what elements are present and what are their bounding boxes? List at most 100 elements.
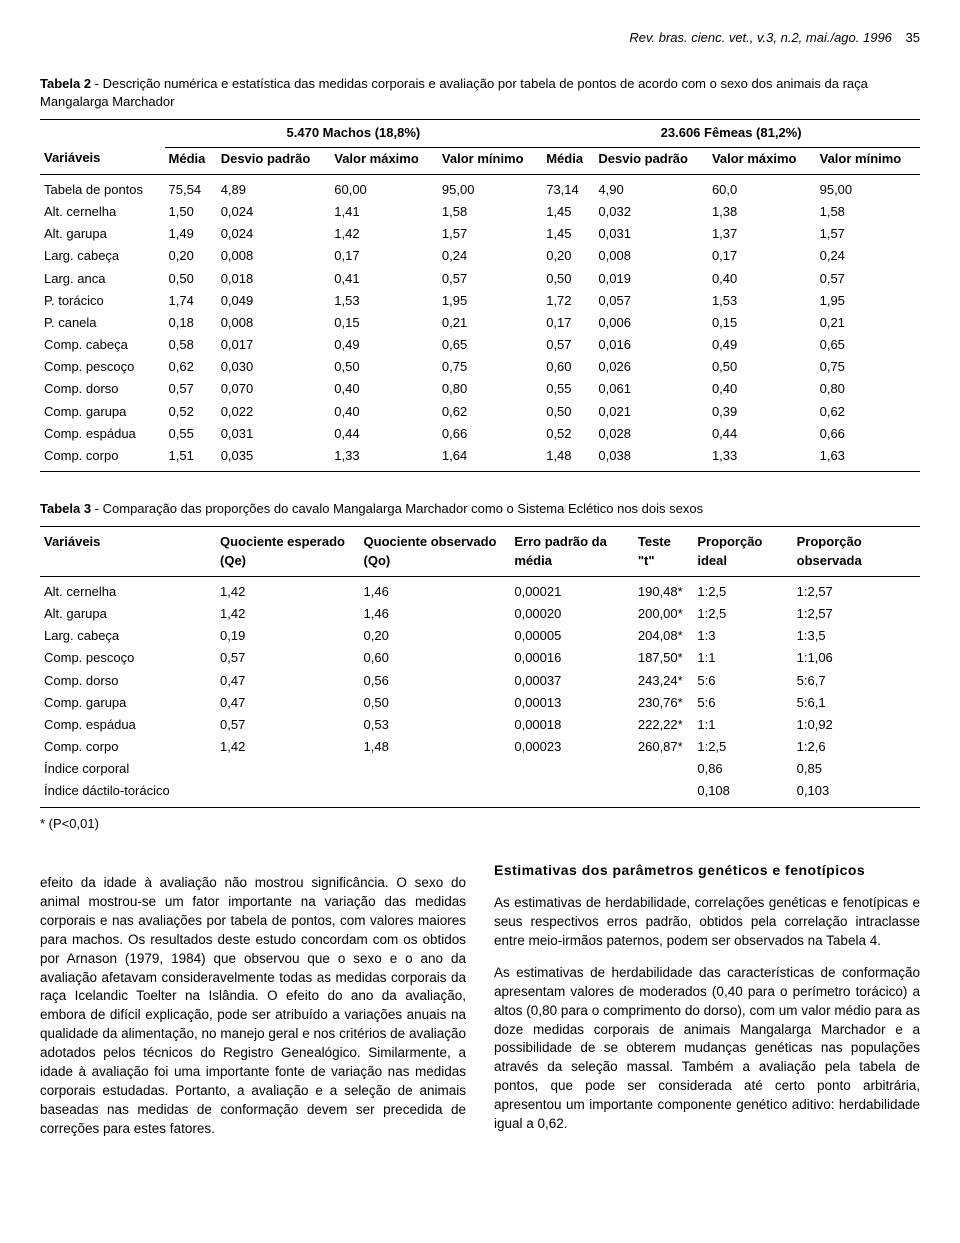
- table-cell: 0,50: [360, 692, 511, 714]
- table-row: Tabela de pontos75,544,8960,0095,0073,14…: [40, 174, 920, 201]
- table-cell: 0,017: [217, 334, 331, 356]
- table-cell: 1,33: [708, 445, 816, 472]
- table-cell: Comp. cabeça: [40, 334, 165, 356]
- table-cell: 60,00: [330, 174, 438, 201]
- table-cell: 0,52: [542, 423, 594, 445]
- table2: 5.470 Machos (18,8%) 23.606 Fêmeas (81,2…: [40, 119, 920, 472]
- table-cell: Larg. cabeça: [40, 625, 216, 647]
- table-cell: 1,46: [360, 576, 511, 603]
- table2-h-min-m: Valor mínimo: [438, 147, 542, 174]
- table-cell: 0,019: [594, 268, 708, 290]
- table2-caption-text: - Descrição numérica e estatística das m…: [40, 76, 868, 109]
- left-paragraph: efeito da idade à avaliação não mostrou …: [40, 874, 466, 1138]
- table-cell: 200,00*: [634, 603, 693, 625]
- table-cell: 0,006: [594, 312, 708, 334]
- table3-h-pi: Proporção ideal: [693, 527, 792, 576]
- table-cell: 1,51: [165, 445, 217, 472]
- right-paragraph-1: As estimativas de herdabilidade, correla…: [494, 894, 920, 951]
- table-cell: 1:2,57: [793, 603, 920, 625]
- table-cell: 0,62: [165, 356, 217, 378]
- table-cell: 0,57: [216, 647, 360, 669]
- table-cell: 0,00021: [510, 576, 634, 603]
- table-cell: 1,33: [330, 445, 438, 472]
- table-cell: Comp. espádua: [40, 423, 165, 445]
- table-cell: 0,60: [360, 647, 511, 669]
- table-cell: Larg. anca: [40, 268, 165, 290]
- table-cell: 0,008: [594, 245, 708, 267]
- table-cell: 1,64: [438, 445, 542, 472]
- table-cell: 1,95: [816, 290, 920, 312]
- table-cell: 0,057: [594, 290, 708, 312]
- table-cell: 0,50: [165, 268, 217, 290]
- table-cell: Comp. corpo: [40, 445, 165, 472]
- table-cell: 5:6: [693, 692, 792, 714]
- table-cell: 0,20: [360, 625, 511, 647]
- table-cell: 95,00: [816, 174, 920, 201]
- table-cell: 0,070: [217, 378, 331, 400]
- table-cell: 1:1: [693, 714, 792, 736]
- table-cell: 0,39: [708, 401, 816, 423]
- table-cell: 0,44: [708, 423, 816, 445]
- table-cell: 0,65: [438, 334, 542, 356]
- table-cell: 0,57: [542, 334, 594, 356]
- table-cell: 0,80: [816, 378, 920, 400]
- table-cell: 0,86: [693, 758, 792, 780]
- table-cell: 1:0,92: [793, 714, 920, 736]
- table-cell: 0,031: [594, 223, 708, 245]
- table-cell: 0,038: [594, 445, 708, 472]
- table-cell: Comp. garupa: [40, 692, 216, 714]
- table-cell: 230,76*: [634, 692, 693, 714]
- table-cell: 0,47: [216, 670, 360, 692]
- table-cell: 1:1,06: [793, 647, 920, 669]
- table3-label: Tabela 3: [40, 501, 91, 516]
- table-cell: 5:6,1: [793, 692, 920, 714]
- table-cell: 1,38: [708, 201, 816, 223]
- table-cell: 0,030: [217, 356, 331, 378]
- table-cell: Comp. corpo: [40, 736, 216, 758]
- table-cell: 0,15: [330, 312, 438, 334]
- table-row: Comp. dorso0,470,560,00037243,24*5:65:6,…: [40, 670, 920, 692]
- table-cell: 5:6,7: [793, 670, 920, 692]
- table2-empty-corner: [40, 120, 165, 147]
- table2-h-media-f: Média: [542, 147, 594, 174]
- table-cell: 0,55: [542, 378, 594, 400]
- table-cell: 0,18: [165, 312, 217, 334]
- table-cell: 1,37: [708, 223, 816, 245]
- table-cell: 1,42: [216, 576, 360, 603]
- journal-ref: Rev. bras. cienc. vet., v.3, n.2, mai./a…: [629, 30, 892, 45]
- table-cell: 0,65: [816, 334, 920, 356]
- table-row: Larg. cabeça0,200,0080,170,240,200,0080,…: [40, 245, 920, 267]
- table-cell: Alt. garupa: [40, 223, 165, 245]
- table-row: Comp. corpo1,510,0351,331,641,480,0381,3…: [40, 445, 920, 472]
- table-cell: 1,53: [708, 290, 816, 312]
- table-cell: Índice dáctilo-torácico: [40, 780, 216, 807]
- table-cell: 0,60: [542, 356, 594, 378]
- table-cell: 1,45: [542, 223, 594, 245]
- table-cell: 1:1: [693, 647, 792, 669]
- table-row: Comp. garupa0,470,500,00013230,76*5:65:6…: [40, 692, 920, 714]
- table-cell: [360, 780, 511, 807]
- table-cell: 0,66: [816, 423, 920, 445]
- table-cell: 0,49: [708, 334, 816, 356]
- table-cell: 1,42: [216, 736, 360, 758]
- table-cell: 1,74: [165, 290, 217, 312]
- table-cell: 4,90: [594, 174, 708, 201]
- table2-caption: Tabela 2 - Descrição numérica e estatíst…: [40, 75, 920, 111]
- table-cell: 0,21: [816, 312, 920, 334]
- table-cell: Comp. espádua: [40, 714, 216, 736]
- table-cell: 1:2,6: [793, 736, 920, 758]
- table-cell: 0,44: [330, 423, 438, 445]
- table-cell: 1,48: [542, 445, 594, 472]
- table-cell: 0,00018: [510, 714, 634, 736]
- table-cell: 0,00013: [510, 692, 634, 714]
- table-cell: 0,47: [216, 692, 360, 714]
- table2-h-max-f: Valor máximo: [708, 147, 816, 174]
- page-number: 35: [906, 30, 920, 45]
- table-cell: 1,58: [438, 201, 542, 223]
- table-cell: 0,57: [216, 714, 360, 736]
- table-cell: 1,63: [816, 445, 920, 472]
- table-cell: [510, 758, 634, 780]
- table-cell: 1,57: [438, 223, 542, 245]
- table-cell: 0,62: [438, 401, 542, 423]
- table-cell: 0,026: [594, 356, 708, 378]
